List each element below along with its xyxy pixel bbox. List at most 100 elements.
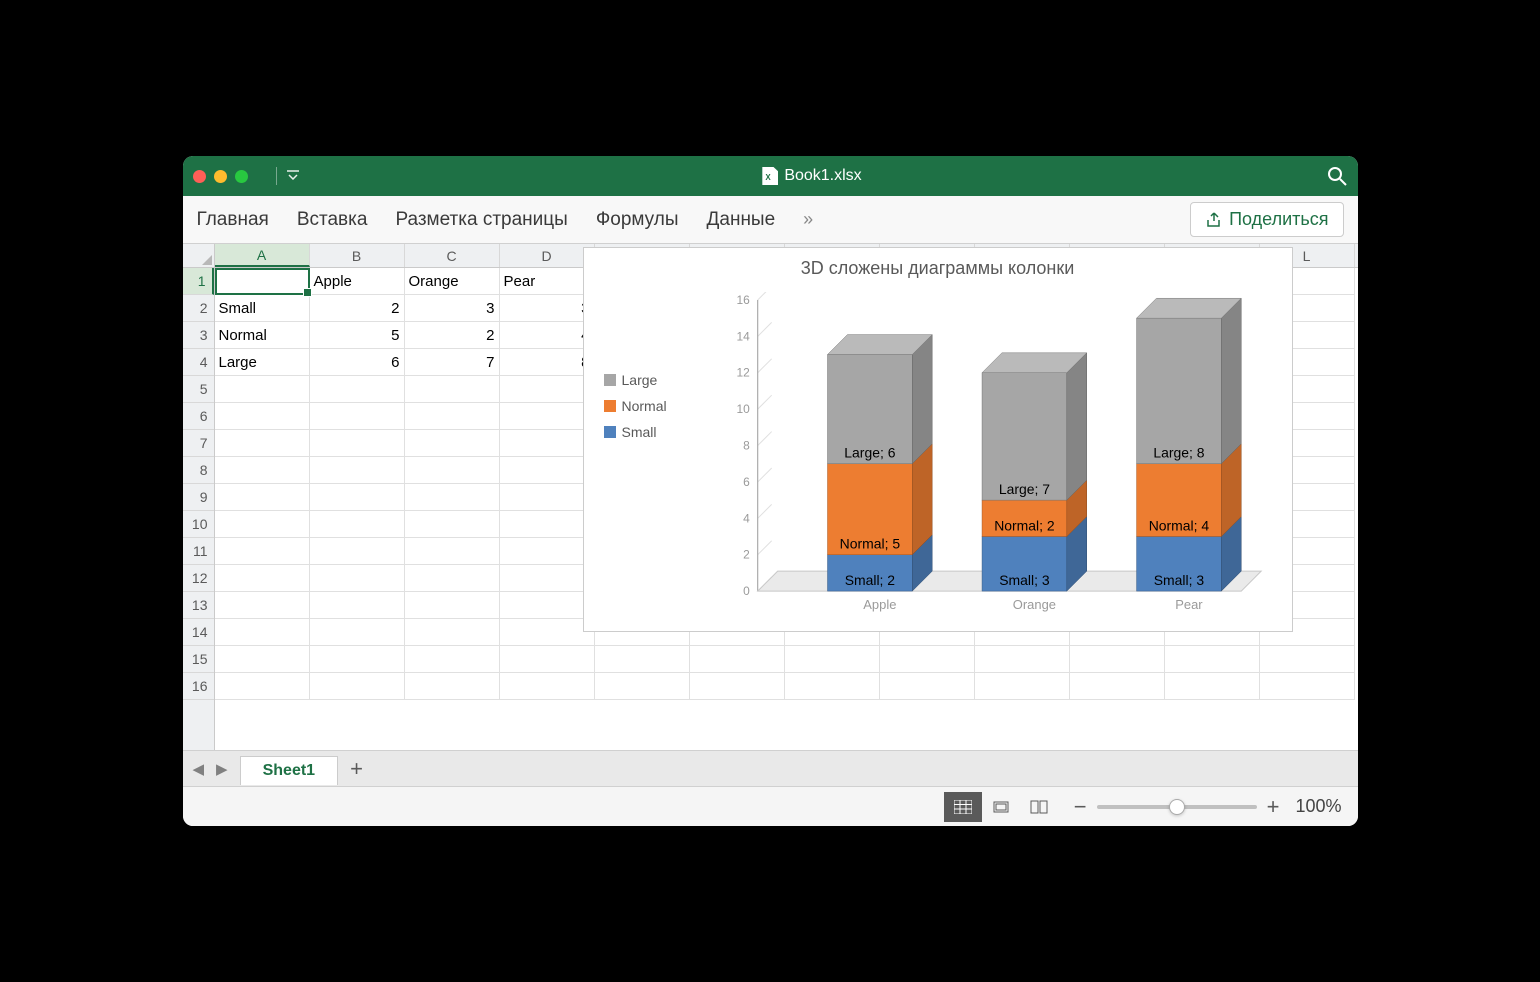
cell-A5[interactable] [215, 376, 310, 403]
cell-C7[interactable] [405, 430, 500, 457]
row-header-12[interactable]: 12 [183, 565, 214, 592]
cell-B2[interactable]: 2 [310, 295, 405, 322]
cell-D5[interactable] [500, 376, 595, 403]
row-header-13[interactable]: 13 [183, 592, 214, 619]
cell-C11[interactable] [405, 538, 500, 565]
cell-D8[interactable] [500, 457, 595, 484]
cell-E16[interactable] [595, 673, 690, 700]
cell-B11[interactable] [310, 538, 405, 565]
sheet-nav-next[interactable]: ▶ [216, 760, 228, 778]
row-header-8[interactable]: 8 [183, 457, 214, 484]
cell-C4[interactable]: 7 [405, 349, 500, 376]
cell-B16[interactable] [310, 673, 405, 700]
cell-K15[interactable] [1165, 646, 1260, 673]
zoom-out-button[interactable]: − [1074, 794, 1087, 820]
row-header-16[interactable]: 16 [183, 673, 214, 700]
cell-C16[interactable] [405, 673, 500, 700]
cell-L15[interactable] [1260, 646, 1355, 673]
cell-D7[interactable] [500, 430, 595, 457]
cell-F16[interactable] [690, 673, 785, 700]
row-header-5[interactable]: 5 [183, 376, 214, 403]
cell-C14[interactable] [405, 619, 500, 646]
cell-B14[interactable] [310, 619, 405, 646]
row-header-14[interactable]: 14 [183, 619, 214, 646]
cell-H15[interactable] [880, 646, 975, 673]
qat-customize-button[interactable] [287, 170, 299, 183]
row-header-1[interactable]: 1 [183, 268, 214, 295]
ribbon-tab-layout[interactable]: Разметка страницы [395, 209, 567, 231]
search-button[interactable] [1326, 165, 1348, 187]
row-header-2[interactable]: 2 [183, 295, 214, 322]
cell-A8[interactable] [215, 457, 310, 484]
cell-A16[interactable] [215, 673, 310, 700]
cell-A13[interactable] [215, 592, 310, 619]
cell-B5[interactable] [310, 376, 405, 403]
cell-C3[interactable]: 2 [405, 322, 500, 349]
cell-C1[interactable]: Orange [405, 268, 500, 295]
cell-A3[interactable]: Normal [215, 322, 310, 349]
cell-D1[interactable]: Pear [500, 268, 595, 295]
row-header-9[interactable]: 9 [183, 484, 214, 511]
cell-I15[interactable] [975, 646, 1070, 673]
cell-B4[interactable]: 6 [310, 349, 405, 376]
cell-A6[interactable] [215, 403, 310, 430]
cell-D12[interactable] [500, 565, 595, 592]
zoom-in-button[interactable]: + [1267, 794, 1280, 820]
cell-B7[interactable] [310, 430, 405, 457]
window-minimize-button[interactable] [214, 170, 227, 183]
cell-G15[interactable] [785, 646, 880, 673]
share-button[interactable]: Поделиться [1190, 202, 1343, 237]
view-page-layout-button[interactable] [982, 792, 1020, 822]
cell-D11[interactable] [500, 538, 595, 565]
spreadsheet-grid[interactable]: ABCDEFGHIJKL 12345678910111213141516 App… [183, 244, 1358, 750]
cell-D4[interactable]: 8 [500, 349, 595, 376]
cell-B3[interactable]: 5 [310, 322, 405, 349]
zoom-percentage[interactable]: 100% [1295, 796, 1341, 817]
ribbon-more-button[interactable]: » [803, 209, 813, 230]
add-sheet-button[interactable]: + [350, 756, 363, 782]
row-header-10[interactable]: 10 [183, 511, 214, 538]
zoom-slider-thumb[interactable] [1169, 799, 1185, 815]
cell-J15[interactable] [1070, 646, 1165, 673]
row-header-4[interactable]: 4 [183, 349, 214, 376]
sheet-tab-active[interactable]: Sheet1 [240, 756, 338, 785]
cell-L16[interactable] [1260, 673, 1355, 700]
cell-I16[interactable] [975, 673, 1070, 700]
select-all-triangle[interactable] [183, 244, 215, 268]
cell-E15[interactable] [595, 646, 690, 673]
window-maximize-button[interactable] [235, 170, 248, 183]
cell-B13[interactable] [310, 592, 405, 619]
cell-A10[interactable] [215, 511, 310, 538]
view-page-break-button[interactable] [1020, 792, 1058, 822]
cell-A1[interactable] [215, 268, 310, 295]
cell-J16[interactable] [1070, 673, 1165, 700]
cell-D10[interactable] [500, 511, 595, 538]
cell-B8[interactable] [310, 457, 405, 484]
cell-A11[interactable] [215, 538, 310, 565]
ribbon-tab-home[interactable]: Главная [197, 209, 269, 231]
cell-D2[interactable]: 3 [500, 295, 595, 322]
window-close-button[interactable] [193, 170, 206, 183]
sheet-nav-prev[interactable]: ◀ [193, 760, 205, 778]
cell-B9[interactable] [310, 484, 405, 511]
column-header-A[interactable]: A [215, 244, 310, 267]
cell-B12[interactable] [310, 565, 405, 592]
cell-A9[interactable] [215, 484, 310, 511]
ribbon-tab-data[interactable]: Данные [707, 209, 776, 231]
cell-B6[interactable] [310, 403, 405, 430]
cell-A15[interactable] [215, 646, 310, 673]
cell-C9[interactable] [405, 484, 500, 511]
cell-B15[interactable] [310, 646, 405, 673]
cell-A2[interactable]: Small [215, 295, 310, 322]
row-header-15[interactable]: 15 [183, 646, 214, 673]
cell-D9[interactable] [500, 484, 595, 511]
cell-D6[interactable] [500, 403, 595, 430]
cell-G16[interactable] [785, 673, 880, 700]
cell-A7[interactable] [215, 430, 310, 457]
ribbon-tab-formulas[interactable]: Формулы [596, 209, 679, 231]
row-header-3[interactable]: 3 [183, 322, 214, 349]
column-header-B[interactable]: B [310, 244, 405, 267]
cell-C15[interactable] [405, 646, 500, 673]
cell-A14[interactable] [215, 619, 310, 646]
chart-object[interactable]: 3D сложены диаграммы колонки LargeNormal… [583, 247, 1293, 632]
